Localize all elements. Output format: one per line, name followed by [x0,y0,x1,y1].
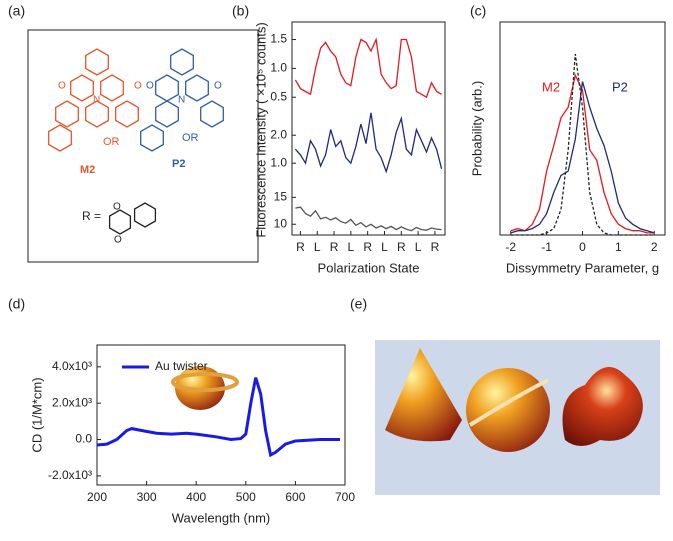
x-tick-label: R [397,240,406,254]
x-axis-label: Polarization State [318,260,420,275]
y-tick-label: 10 [274,216,288,230]
r-label: R = [82,209,101,223]
x-axis-label: Wavelength (nm) [172,510,271,525]
series-line [294,37,442,99]
panel-label: (e) [350,296,367,312]
series-line [510,81,655,234]
series-line [294,112,443,174]
atom: O [134,81,142,92]
panel-label: (d) [8,296,25,312]
x-tick-label: 300 [137,490,157,504]
ring [55,100,79,128]
x-tick-label: L [314,240,321,254]
y-tick-label: 2.0x10³ [52,395,92,409]
ring [85,48,109,76]
ring [48,124,72,152]
p2-label: P2 [172,158,185,170]
y-tick-label: 0.0 [75,432,92,446]
series-line [295,206,442,232]
y-tick-label: 15 [274,190,288,204]
panel-label: (a) [8,3,25,19]
y-tick-label: 4.0x10³ [52,359,92,373]
ring [170,48,194,76]
atom: O [58,81,66,92]
inset-band [171,372,239,392]
y-axis-label: CD (1/M*cm) [29,377,44,452]
x-tick-label: 500 [236,490,256,504]
series-line [510,73,655,234]
ring [115,100,139,128]
y-axis-label: Probability (arb.) [469,81,484,176]
x-tick-label: 2 [651,240,658,254]
x-tick-label: L [348,240,355,254]
x-tick-label: -2 [505,240,516,254]
atom: N [178,95,185,106]
y-tick-label: 1.5 [270,32,287,46]
atom: N [93,95,100,106]
x-tick-label: -1 [541,240,552,254]
ring [85,100,109,128]
y-tick-label: -2.0x10³ [48,468,92,482]
tetrahedron [385,348,462,442]
panel-a-box [27,29,259,263]
atom: O [114,235,122,246]
x-tick-label: R [296,240,305,254]
ring [70,74,94,102]
ring [185,74,209,102]
or-label: OR [103,136,120,148]
x-tick-label: R [330,240,339,254]
structures [48,48,224,235]
ring [133,202,157,228]
ring [155,74,179,102]
x-tick-label: 1 [615,240,622,254]
y-tick-label: 1.0 [270,61,287,75]
x-tick-label: 0 [579,240,586,254]
ring [200,100,224,128]
or-label: OR [182,132,199,144]
y-axis-label: Fluorescence Intensity ( ×10⁵ counts) [253,22,268,237]
panel-b-frame [291,21,446,236]
x-tick-label: 400 [186,490,206,504]
y-tick-label: 1.0 [270,155,287,169]
y-tick-label: 0.5 [270,89,287,103]
x-tick-label: R [363,240,372,254]
ring [140,124,164,152]
ring [155,100,179,128]
x-tick-label: L [415,240,422,254]
x-tick-label: L [381,240,388,254]
twisted-sphere [466,368,550,452]
x-tick-label: 200 [87,490,107,504]
atom: O [146,81,154,92]
plot-frame [96,344,346,486]
blob [562,367,643,446]
x-tick-label: 600 [285,490,305,504]
ring [100,74,124,102]
y-tick-label: 2.0 [270,127,287,141]
x-axis-label: Dissymmetry Parameter, g [506,260,659,275]
x-tick-label: R [431,240,440,254]
series-label: P2 [612,79,628,94]
atom: O [214,81,222,92]
twist [468,378,549,427]
series-line [510,53,655,236]
ring [108,209,132,235]
panel-label: (b) [232,3,249,19]
plot-frame [499,21,666,236]
atom: O [113,202,121,213]
legend-label: Au twister [155,359,208,373]
series-label: M2 [542,79,560,94]
panel-label: (c) [470,3,486,19]
series-line [96,377,340,458]
m2-label: M2 [80,164,95,176]
x-tick-label: 700 [335,490,355,504]
